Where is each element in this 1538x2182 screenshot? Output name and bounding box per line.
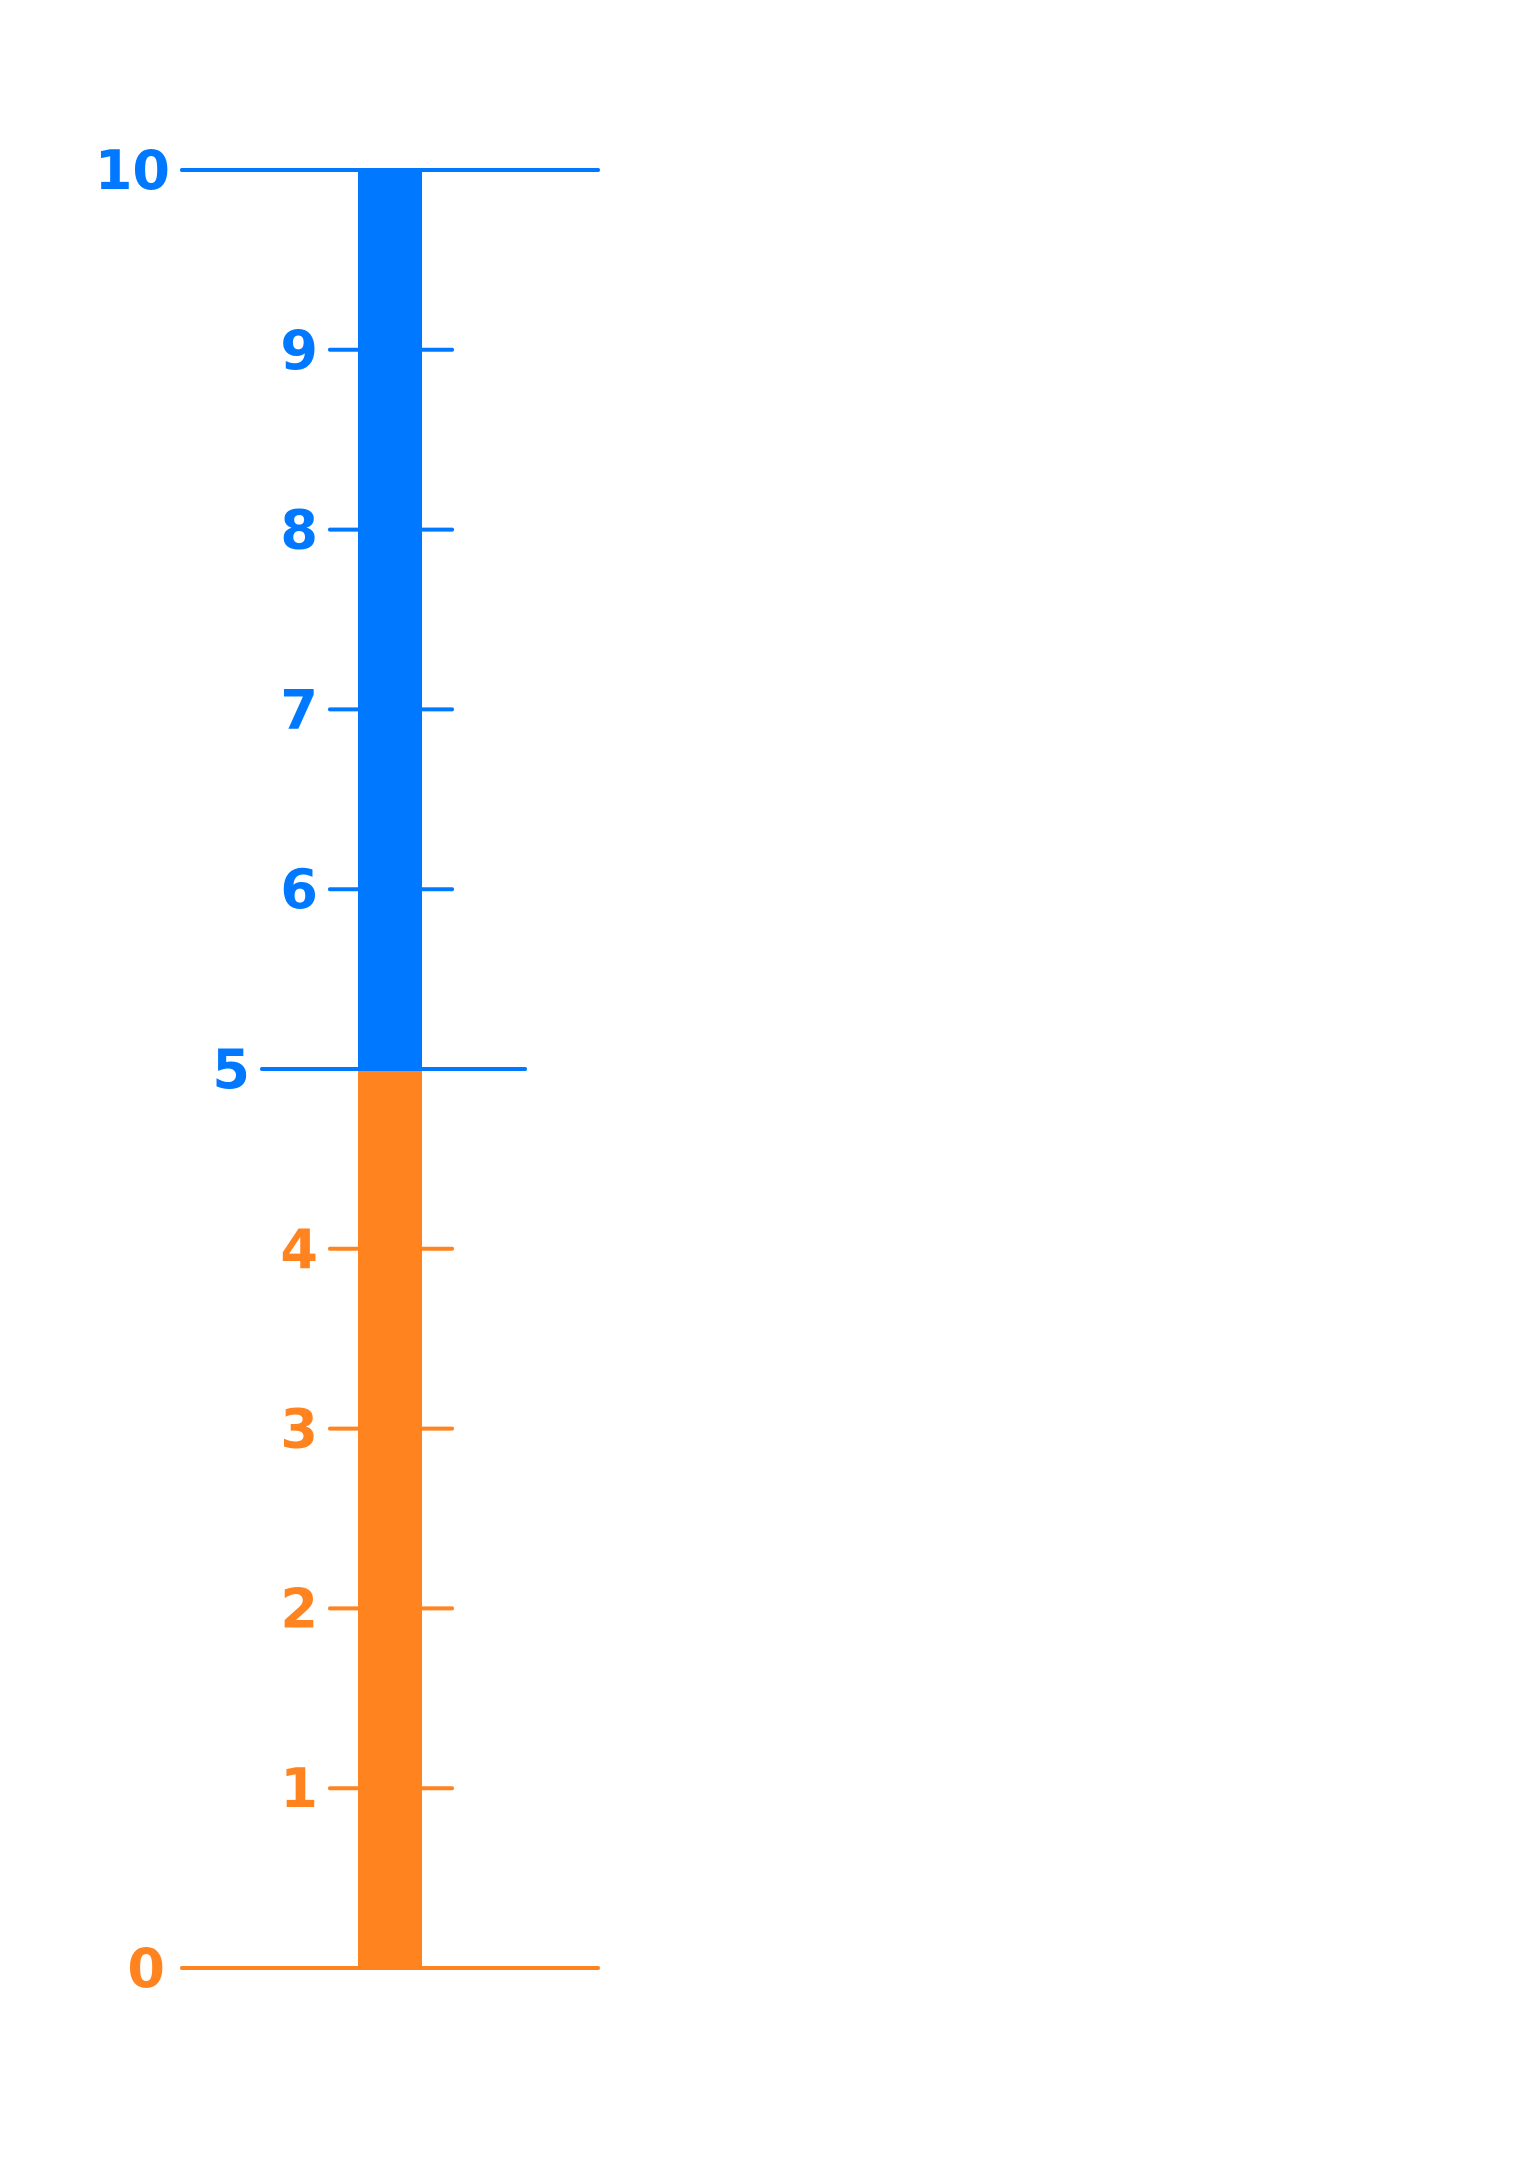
tick-label-10: 10 — [95, 139, 170, 202]
tick-label-1: 1 — [280, 1757, 318, 1820]
tick-label-5: 5 — [212, 1038, 250, 1101]
tick-label-6: 6 — [280, 858, 318, 921]
tick-label-0: 0 — [127, 1937, 165, 2000]
tick-label-9: 9 — [280, 319, 318, 382]
upper-bar-segment — [358, 170, 422, 1069]
ticks-layer: 0 1 2 3 4 5 6 7 8 9 10 — [95, 139, 600, 2000]
tick-label-7: 7 — [280, 678, 318, 741]
tick-label-4: 4 — [280, 1218, 318, 1281]
tick-label-8: 8 — [280, 499, 318, 562]
tick-label-3: 3 — [280, 1398, 318, 1461]
lower-bar-segment — [358, 1069, 422, 1968]
tick-label-2: 2 — [280, 1577, 318, 1640]
